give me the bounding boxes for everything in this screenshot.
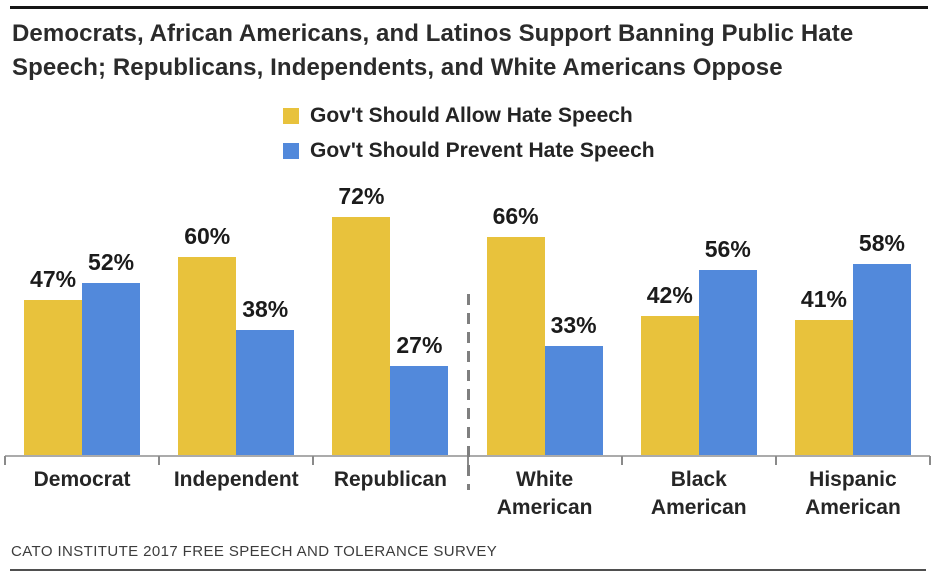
bar-group: 47% 52% <box>5 125 159 455</box>
bar-prevent <box>82 283 141 455</box>
chart-title-line1: Democrats, African Americans, and Latino… <box>12 20 854 47</box>
bar-value-label: 27% <box>396 332 443 358</box>
bar-value-label: 47% <box>30 266 77 292</box>
bar-allow <box>486 237 545 455</box>
bar-prevent <box>390 366 449 455</box>
bar-allow <box>794 320 853 455</box>
chart-title-line2: Speech; Republicans, Independents, and W… <box>12 54 783 81</box>
bar-prevent <box>698 270 757 455</box>
top-border-rule <box>10 6 928 9</box>
bottom-border-rule <box>10 569 926 571</box>
bar-column-allow: 47% <box>24 266 83 455</box>
x-axis-labels: Democrat Independent Republican White Ameri… <box>5 466 930 522</box>
bar-group: 41% 58% <box>776 125 930 455</box>
bar-column-allow: 66% <box>486 203 545 455</box>
x-axis-label: White American <box>496 468 593 519</box>
legend-item-prevent: Gov't Should Prevent Hate Speech <box>283 139 655 163</box>
bar-group: 72% 27% <box>313 125 467 455</box>
bar-column-allow: 60% <box>178 223 237 455</box>
x-axis-label: Democrat <box>33 468 131 491</box>
bar-group: 66% 33% <box>468 125 622 455</box>
bar-group: 42% 56% <box>622 125 776 455</box>
axis-tick <box>312 456 315 465</box>
bar-allow <box>24 300 83 455</box>
bar-prevent <box>236 330 295 455</box>
bar-value-label: 72% <box>338 183 385 209</box>
bar-value-label: 58% <box>858 230 905 256</box>
axis-tick <box>4 456 6 465</box>
legend-swatch-allow <box>283 108 299 124</box>
bar-value-label: 38% <box>242 296 289 322</box>
bar-group: 60% 38% <box>159 125 313 455</box>
bar-column-allow: 72% <box>332 183 391 455</box>
bar-value-label: 42% <box>646 282 693 308</box>
legend: Gov't Should Allow Hate Speech Gov't Shou… <box>283 104 655 174</box>
axis-tick <box>929 456 931 465</box>
bar-column-prevent: 56% <box>698 236 757 455</box>
bar-column-allow: 42% <box>640 282 699 455</box>
bar-value-label: 56% <box>704 236 751 262</box>
bar-value-label: 60% <box>184 223 231 249</box>
bar-column-prevent: 38% <box>236 296 295 455</box>
bar-value-label: 33% <box>550 312 597 338</box>
bar-allow <box>640 316 699 455</box>
plot-area: 47% 52% 60% 38% 72% 27% 66% 33% 42% 56% 41% 58% <box>4 125 931 465</box>
legend-label: Gov't Should Prevent Hate Speech <box>310 139 655 162</box>
legend-swatch-prevent <box>283 143 299 159</box>
axis-tick <box>774 456 777 465</box>
x-axis-label: Black American <box>650 468 747 519</box>
bar-column-prevent: 27% <box>390 332 449 455</box>
bar-value-label: 66% <box>492 203 539 229</box>
x-axis-label: Independent <box>173 468 299 491</box>
legend-item-allow: Gov't Should Allow Hate Speech <box>283 104 655 128</box>
bar-column-prevent: 52% <box>82 249 141 455</box>
bar-column-prevent: 58% <box>852 230 911 455</box>
bar-value-label: 41% <box>800 286 847 312</box>
legend-label: Gov't Should Allow Hate Speech <box>310 104 633 127</box>
bar-allow <box>178 257 237 455</box>
bar-column-prevent: 33% <box>544 312 603 455</box>
bar-column-allow: 41% <box>794 286 853 455</box>
x-axis-label: Republican <box>333 468 448 491</box>
bar-allow <box>332 217 391 455</box>
axis-tick <box>158 456 161 465</box>
bar-value-label: 52% <box>88 249 135 275</box>
axis-tick <box>620 456 623 465</box>
x-axis-label: Hispanic American <box>805 468 901 519</box>
party-race-divider-dashed-line <box>467 294 470 490</box>
bar-prevent <box>852 264 911 455</box>
chart-title: Democrats, African Americans, and Latino… <box>12 17 922 85</box>
bar-prevent <box>544 346 603 455</box>
source-note: CATO INSTITUTE 2017 FREE SPEECH AND TOLE… <box>11 543 498 560</box>
